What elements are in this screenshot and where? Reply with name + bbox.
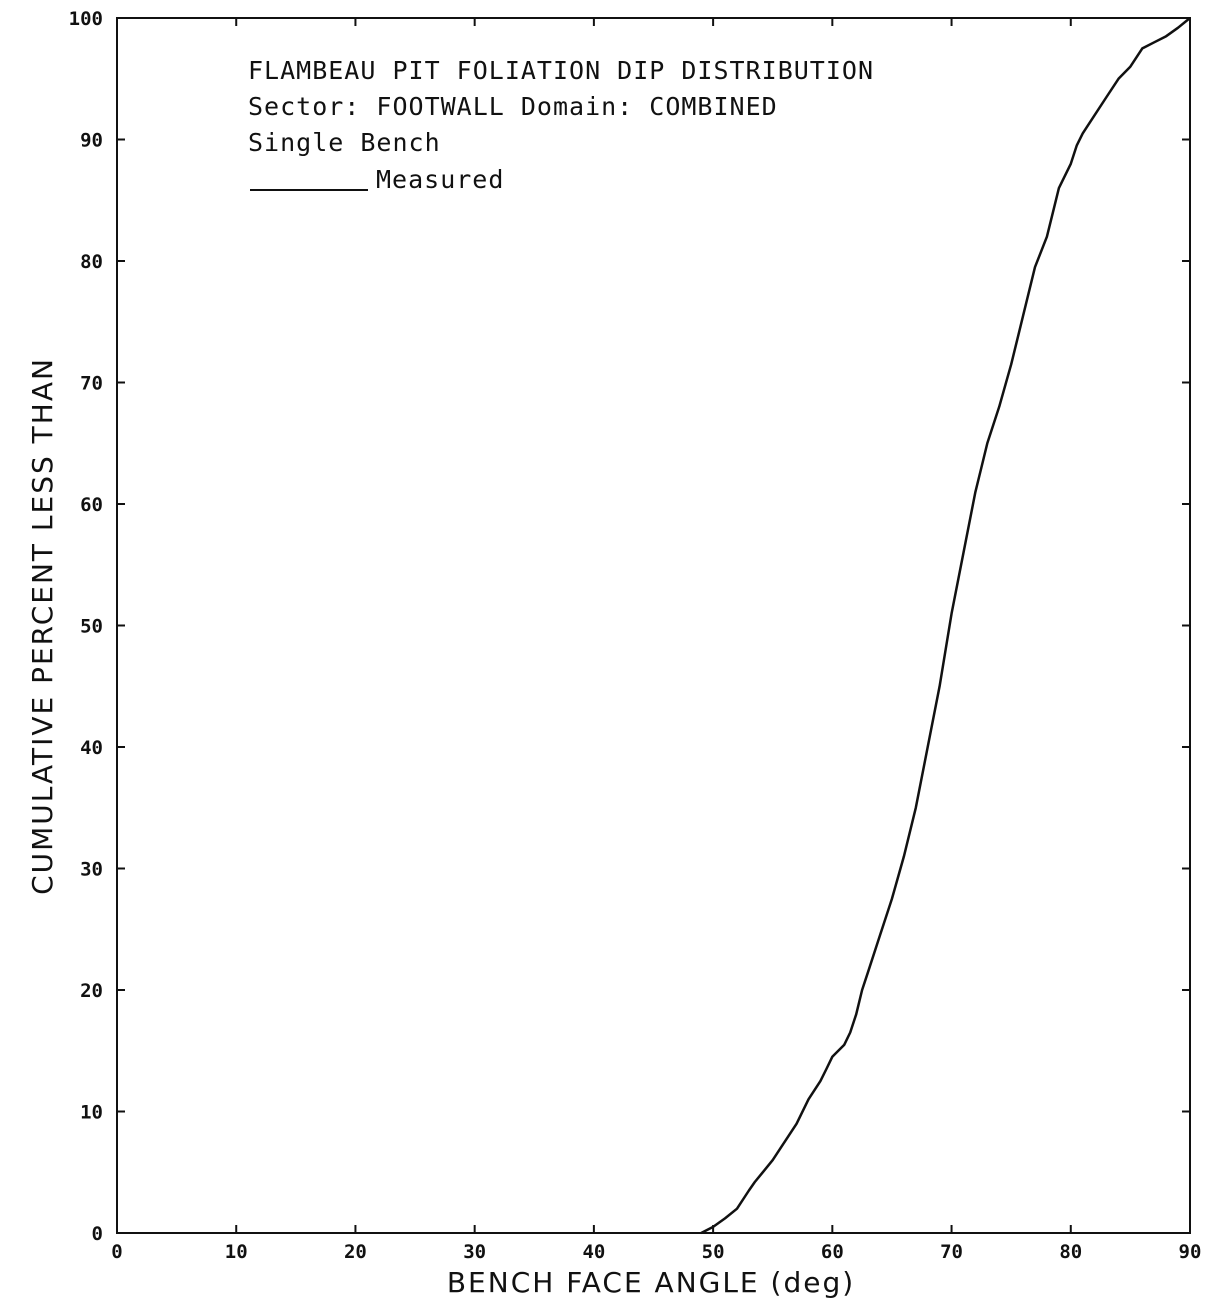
x-tick-label: 80: [1059, 1241, 1082, 1263]
x-tick-label: 40: [582, 1241, 605, 1263]
y-tick-label: 90: [80, 130, 103, 152]
chart-title-line-3: Single Bench: [248, 128, 441, 157]
x-tick-label: 0: [111, 1241, 122, 1263]
legend-label: Measured: [376, 165, 504, 194]
x-tick-label: 70: [940, 1241, 963, 1263]
x-tick-label: 60: [821, 1241, 844, 1263]
y-tick-label: 40: [80, 737, 103, 759]
x-axis-title: BENCH FACE ANGLE (deg): [447, 1266, 855, 1299]
y-tick-label: 80: [80, 251, 103, 273]
x-tick-label: 90: [1179, 1241, 1202, 1263]
y-tick-label: 10: [80, 1102, 103, 1124]
y-tick-label: 20: [80, 980, 103, 1002]
plot-frame: [116, 17, 1191, 1234]
chart-title-line-1: FLAMBEAU PIT FOLIATION DIP DISTRIBUTION: [248, 56, 874, 85]
y-tick-label: 50: [80, 616, 103, 638]
chart-title-line-2: Sector: FOOTWALL Domain: COMBINED: [248, 92, 778, 121]
axis-ticks: [116, 17, 1191, 1234]
y-tick-label: 100: [69, 8, 103, 30]
series-line-measured: [700, 17, 1191, 1235]
tick-labels: 0 10 20 30 40 50 60 70 80 90 0 10 20 30 40 50 60 70 80 90 10…: [69, 8, 1202, 1263]
x-tick-label: 30: [463, 1241, 486, 1263]
x-tick-label: 10: [225, 1241, 248, 1263]
y-tick-label: 30: [80, 859, 103, 881]
x-tick-label: 50: [702, 1241, 725, 1263]
x-tick-label: 20: [344, 1241, 367, 1263]
y-tick-label: 70: [80, 373, 103, 395]
y-axis-title: CUMULATIVE PERCENT LESS THAN: [26, 357, 59, 895]
y-tick-label: 60: [80, 494, 103, 516]
y-tick-label: 0: [92, 1223, 103, 1245]
